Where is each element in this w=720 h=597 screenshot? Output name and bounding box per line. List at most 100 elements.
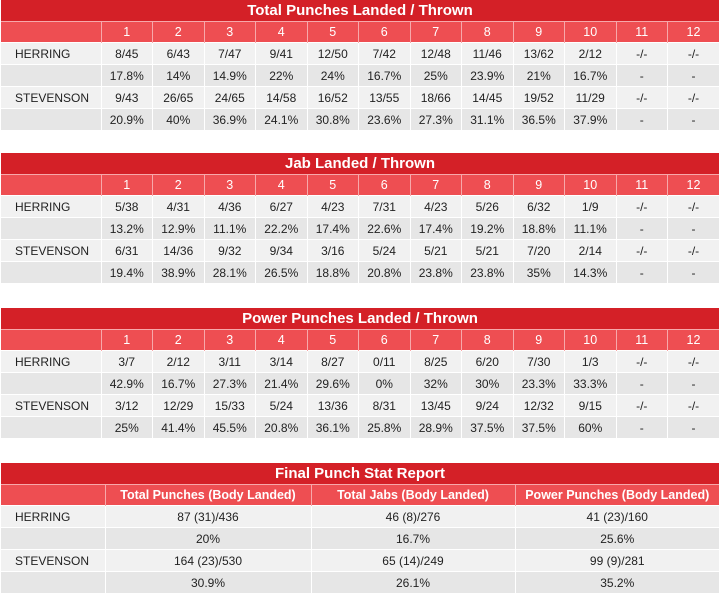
stat-cell: 19.2% <box>461 217 513 240</box>
stat-cell: 11/29 <box>564 86 616 109</box>
stat-cell: 2/12 <box>564 42 616 65</box>
stat-cell: 17.4% <box>306 217 359 240</box>
round-header: 7 <box>409 174 462 196</box>
table-row: 42.9% 16.7% 27.3% 21.4% 29.6% 0% 32% 30% 23.3% 33… <box>1 372 719 395</box>
round-header: 11 <box>615 21 668 43</box>
jab-title: Jab Landed / Thrown <box>1 153 719 174</box>
stat-cell: - <box>615 372 668 395</box>
stat-cell: 3/11 <box>203 350 256 373</box>
stat-cell: -/- <box>615 239 668 262</box>
stat-cell: 26.1% <box>310 571 515 593</box>
round-header-row: 1 2 3 4 5 6 7 8 9 10 11 12 <box>1 21 719 43</box>
fighter-name <box>1 571 105 593</box>
stat-cell: 4/36 <box>203 195 256 218</box>
stat-cell: 14/45 <box>461 86 513 109</box>
final-column-header: Power Punches (Body Landed) <box>514 484 719 506</box>
round-header-row: 1 2 3 4 5 6 7 8 9 10 11 12 <box>1 174 719 196</box>
stat-cell: 28.1% <box>203 261 256 283</box>
round-header: 3 <box>203 329 256 351</box>
stat-cell: 16.7% <box>564 64 616 87</box>
stat-cell: 41 (23)/160 <box>514 505 719 528</box>
stat-cell: 16.7% <box>152 372 204 395</box>
stat-cell: 11/46 <box>461 42 513 65</box>
stat-cell: 17.4% <box>409 217 462 240</box>
stat-cell: 6/31 <box>100 239 153 262</box>
stat-cell: 25% <box>100 416 153 438</box>
stat-cell: 13/36 <box>306 394 359 417</box>
stat-cell: 41.4% <box>152 416 204 438</box>
stat-cell: 37.9% <box>564 108 616 130</box>
stat-cell: 9/43 <box>100 86 153 109</box>
stat-cell: 23.6% <box>358 108 410 130</box>
final-header-row: Total Punches (Body Landed) Total Jabs (B… <box>1 484 719 506</box>
stat-cell: 24.1% <box>255 108 307 130</box>
stat-cell: 15/33 <box>203 394 256 417</box>
table-row: HERRING 5/38 4/31 4/36 6/27 4/23 7/31 4/23 5/26 6… <box>1 195 719 218</box>
table-row: 19.4% 38.9% 28.1% 26.5% 18.8% 20.8% 23.8% 23.8%… <box>1 261 719 283</box>
stat-cell: 35.2% <box>514 571 719 593</box>
stat-cell: 16.7% <box>310 527 515 550</box>
table-row: STEVENSON 6/31 14/36 9/32 9/34 3/16 5/24 5/21 5/… <box>1 239 719 262</box>
round-header: 10 <box>564 329 616 351</box>
stat-cell: 4/31 <box>152 195 204 218</box>
stat-cell: 23.9% <box>461 64 513 87</box>
header-corner <box>1 484 105 506</box>
stat-cell: 3/16 <box>306 239 359 262</box>
final-column-header: Total Punches (Body Landed) <box>104 484 311 506</box>
stat-cell: 7/47 <box>203 42 256 65</box>
round-header: 10 <box>564 174 616 196</box>
final-report-title: Final Punch Stat Report <box>1 463 719 484</box>
stat-cell: 2/12 <box>152 350 204 373</box>
round-header: 11 <box>615 329 668 351</box>
stat-cell: 7/20 <box>512 239 565 262</box>
stat-cell: 37.5% <box>512 416 565 438</box>
round-header: 3 <box>203 21 256 43</box>
stat-cell: 19/52 <box>512 86 565 109</box>
fighter-name: STEVENSON <box>1 86 101 109</box>
stat-cell: 30.8% <box>306 108 359 130</box>
stat-cell: - <box>615 416 668 438</box>
stat-cell: 45.5% <box>203 416 256 438</box>
round-header: 1 <box>100 174 153 196</box>
stat-cell: - <box>667 261 719 283</box>
table-row: 20.9% 40% 36.9% 24.1% 30.8% 23.6% 27.3% 31.1% 36… <box>1 108 719 130</box>
final-report-table: Total Punches (Body Landed) Total Jabs (B… <box>1 484 719 593</box>
header-corner <box>1 174 101 196</box>
stat-cell: 6/27 <box>255 195 307 218</box>
stat-cell: 21.4% <box>255 372 307 395</box>
stat-cell: 13/62 <box>512 42 565 65</box>
stat-cell: 14.3% <box>564 261 616 283</box>
table-row: 25% 41.4% 45.5% 20.8% 36.1% 25.8% 28.9% 37.5% 37… <box>1 416 719 438</box>
total-punches-table: 1 2 3 4 5 6 7 8 9 10 11 12 HERRING 8/45 6/43 7/47 9/41 12… <box>1 21 719 130</box>
table-row: 20% 16.7% 25.6% <box>1 527 719 550</box>
stat-cell: 13/55 <box>358 86 410 109</box>
stat-cell: - <box>615 261 668 283</box>
stat-cell: 5/24 <box>255 394 307 417</box>
stat-cell: 46 (8)/276 <box>310 505 515 528</box>
stat-cell: - <box>615 108 668 130</box>
stat-cell: 20% <box>104 527 311 550</box>
stat-cell: - <box>615 217 668 240</box>
round-header: 9 <box>512 174 565 196</box>
fighter-name <box>1 217 101 240</box>
round-header: 11 <box>615 174 668 196</box>
round-header: 5 <box>306 329 359 351</box>
stat-cell: 16/52 <box>306 86 359 109</box>
stat-cell: 25% <box>409 64 462 87</box>
stat-cell: -/- <box>615 195 668 218</box>
stat-cell: 164 (23)/530 <box>104 549 311 572</box>
header-corner <box>1 21 101 43</box>
power-punches-title: Power Punches Landed / Thrown <box>1 308 719 329</box>
round-header: 9 <box>512 21 565 43</box>
round-header: 7 <box>409 329 462 351</box>
stat-cell: 14% <box>152 64 204 87</box>
stat-cell: 33.3% <box>564 372 616 395</box>
stat-cell: 13.2% <box>100 217 153 240</box>
fighter-name: HERRING <box>1 195 101 218</box>
stat-cell: 37.5% <box>461 416 513 438</box>
stat-cell: 8/25 <box>409 350 462 373</box>
stat-cell: 20.9% <box>100 108 153 130</box>
jab-section: Jab Landed / Thrown 1 2 3 4 5 6 7 8 9 10 11 12 HERRI… <box>1 153 719 283</box>
stat-cell: 9/24 <box>461 394 513 417</box>
stat-cell: 13/45 <box>409 394 462 417</box>
